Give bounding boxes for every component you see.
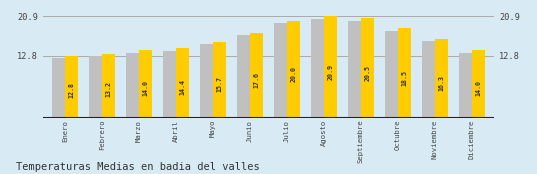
Bar <box>102 54 115 118</box>
Bar <box>250 33 263 118</box>
Text: 12.8: 12.8 <box>69 82 75 98</box>
Bar <box>287 21 300 118</box>
Bar <box>398 28 411 118</box>
Bar <box>348 21 361 118</box>
Text: 16.3: 16.3 <box>438 75 444 91</box>
Text: Temperaturas Medias en badia del valles: Temperaturas Medias en badia del valles <box>16 162 260 172</box>
Bar <box>311 19 324 118</box>
Text: 13.2: 13.2 <box>106 81 112 97</box>
Bar <box>139 50 152 118</box>
Bar <box>324 17 337 118</box>
Bar <box>163 51 176 118</box>
Bar <box>176 48 189 118</box>
Bar <box>361 18 374 118</box>
Text: 20.9: 20.9 <box>328 65 333 81</box>
Bar <box>237 35 250 118</box>
Bar <box>459 53 472 118</box>
Bar <box>385 31 398 118</box>
Text: 15.7: 15.7 <box>216 76 222 92</box>
Bar <box>422 41 435 118</box>
Text: 20.5: 20.5 <box>365 65 371 81</box>
Bar <box>65 56 78 118</box>
Bar <box>213 42 226 118</box>
Bar <box>89 56 102 118</box>
Bar <box>472 50 485 118</box>
Bar <box>52 58 65 118</box>
Bar <box>435 39 448 118</box>
Text: 14.4: 14.4 <box>179 79 186 95</box>
Text: 20.0: 20.0 <box>291 66 296 82</box>
Text: 18.5: 18.5 <box>401 70 408 86</box>
Bar <box>274 23 287 118</box>
Bar <box>126 53 139 118</box>
Bar <box>200 44 213 118</box>
Text: 14.0: 14.0 <box>475 80 481 96</box>
Text: 14.0: 14.0 <box>142 80 149 96</box>
Text: 17.6: 17.6 <box>253 72 259 88</box>
